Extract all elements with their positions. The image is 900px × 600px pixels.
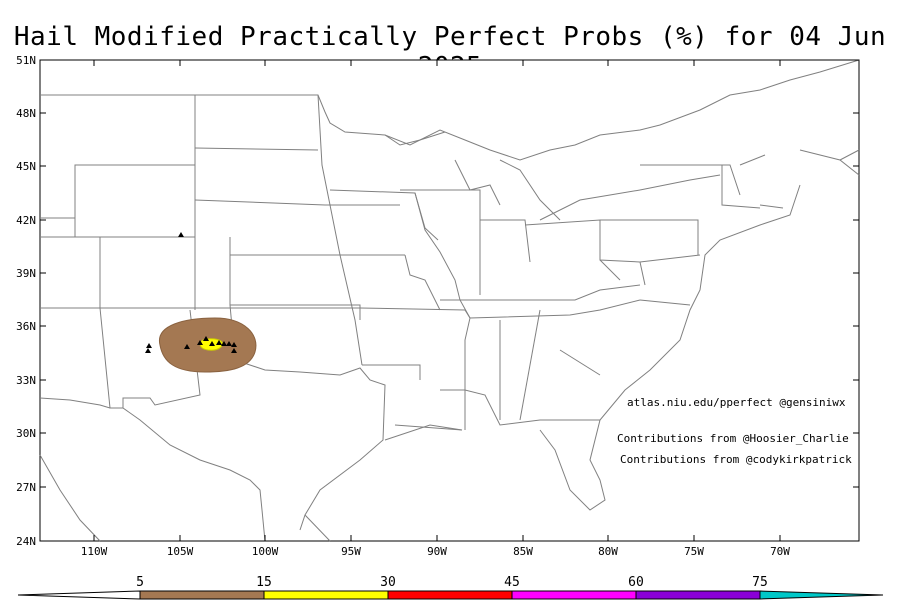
- state-borders: [39, 59, 860, 542]
- report-marker: [216, 340, 222, 345]
- lon-label-80W: 80W: [598, 545, 618, 558]
- credit-line-2: Contributions from @Hoosier_Charlie: [617, 432, 849, 445]
- colorbar-segment-15-30: [263, 590, 389, 600]
- report-marker: [145, 348, 151, 353]
- colorbar-label-30: 30: [380, 575, 396, 590]
- lat-label-33N: 33N: [16, 374, 36, 387]
- lat-label-51N: 51N: [16, 54, 36, 67]
- colorbar: 5 15 30 45 60 75: [17, 575, 884, 600]
- colorbar-segment-30-45: [387, 590, 513, 600]
- report-marker: [231, 342, 237, 347]
- lat-label-48N: 48N: [16, 107, 36, 120]
- lat-axis: 51N 48N 45N 42N 39N 36N 33N 30N 27N 24N: [16, 54, 859, 548]
- lon-label-85W: 85W: [513, 545, 533, 558]
- report-marker: [197, 340, 203, 345]
- lat-label-30N: 30N: [16, 427, 36, 440]
- lat-label-45N: 45N: [16, 160, 36, 173]
- lat-label-27N: 27N: [16, 481, 36, 494]
- colorbar-label-45: 45: [504, 575, 520, 590]
- report-marker: [146, 343, 152, 348]
- report-marker: [178, 232, 184, 237]
- report-marker: [209, 341, 215, 346]
- report-marker: [226, 341, 232, 346]
- report-marker: [231, 348, 237, 353]
- lon-label-90W: 90W: [427, 545, 447, 558]
- colorbar-label-60: 60: [628, 575, 644, 590]
- colorbar-segment-above-75: [759, 590, 884, 600]
- report-marker: [184, 344, 190, 349]
- colorbar-segment-5-15: [139, 590, 265, 600]
- report-marker: [203, 336, 209, 341]
- report-marker: [221, 341, 227, 346]
- lon-axis: 110W 105W 100W 95W 90W 85W 80W 75W 70W: [81, 60, 790, 558]
- hail-probability-contours: [159, 317, 257, 373]
- lon-label-110W: 110W: [81, 545, 108, 558]
- lat-label-39N: 39N: [16, 267, 36, 280]
- credit-line-1: atlas.niu.edu/pperfect @gensiniwx: [627, 396, 846, 409]
- lon-label-95W: 95W: [341, 545, 361, 558]
- credit-line-3: Contributions from @codykirkpatrick: [620, 453, 852, 466]
- lat-label-24N: 24N: [16, 535, 36, 548]
- colorbar-label-5: 5: [136, 575, 144, 590]
- lon-label-105W: 105W: [167, 545, 194, 558]
- colorbar-segment-below-5: [17, 590, 141, 600]
- lat-label-42N: 42N: [16, 214, 36, 227]
- lon-label-100W: 100W: [252, 545, 279, 558]
- colorbar-label-75: 75: [752, 575, 768, 590]
- colorbar-segment-60-75: [635, 590, 761, 600]
- hail-reports: [145, 232, 237, 353]
- lat-label-36N: 36N: [16, 320, 36, 333]
- colorbar-label-15: 15: [256, 575, 272, 590]
- lon-label-70W: 70W: [770, 545, 790, 558]
- colorbar-segment-45-60: [511, 590, 637, 600]
- lon-label-75W: 75W: [684, 545, 704, 558]
